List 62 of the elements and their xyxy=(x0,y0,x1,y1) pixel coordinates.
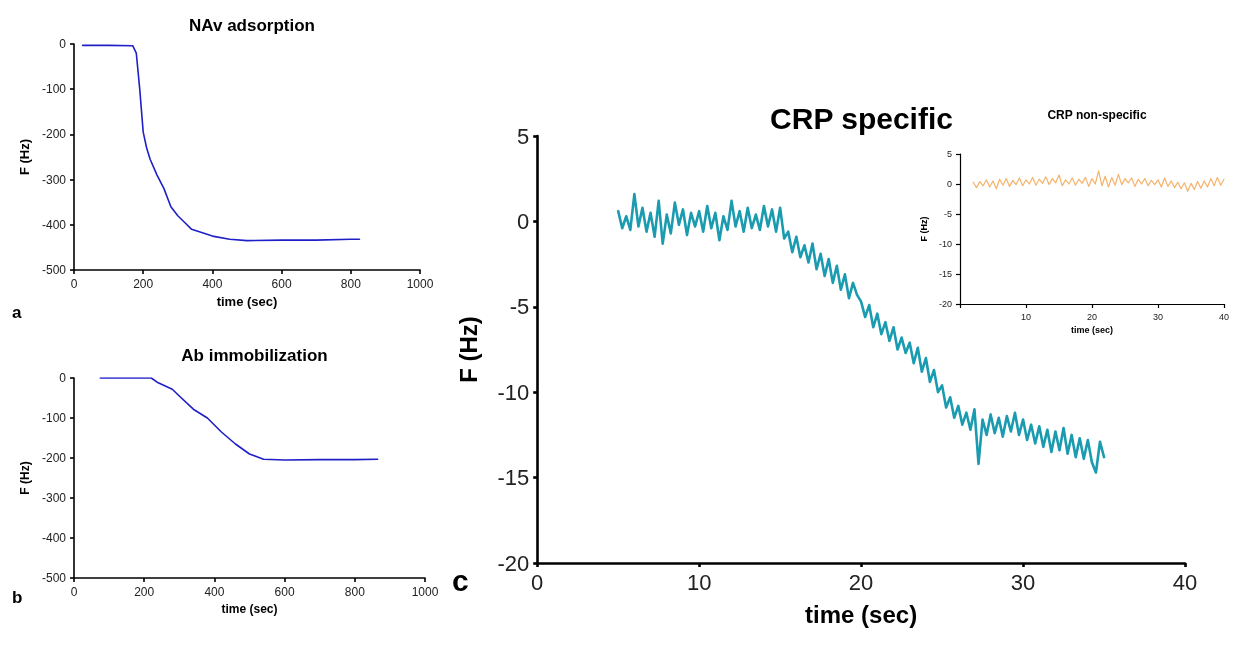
y-tick-label: -400 xyxy=(41,531,67,545)
y-tick-label: -500 xyxy=(41,263,67,277)
y-tick-label: -100 xyxy=(41,82,67,97)
y-tick-label: -15 xyxy=(938,269,952,279)
text: a xyxy=(12,303,22,322)
x-tick-label: 10 xyxy=(686,569,712,595)
y-tick-label: 0 xyxy=(946,179,952,189)
y-tick-label: -15 xyxy=(497,465,530,491)
text: b xyxy=(12,588,23,607)
y-tick-label: -300 xyxy=(41,172,67,187)
x-tick-label: 800 xyxy=(340,277,362,291)
y-tick-label: -200 xyxy=(41,127,67,142)
x-axis-title: time (sec) xyxy=(805,601,918,629)
x-tick-label: 30 xyxy=(1152,311,1164,322)
y-axis-title: F (Hz) xyxy=(918,216,929,242)
x-tick-label: 30 xyxy=(1010,569,1036,595)
x-tick-label: 0 xyxy=(70,585,78,599)
y-tick-label: -20 xyxy=(497,550,530,576)
y-tick-label: -500 xyxy=(41,571,67,585)
y-tick-label: -5 xyxy=(943,209,952,219)
y-tick-label: -5 xyxy=(509,294,530,320)
y-tick-label: -200 xyxy=(41,451,67,465)
chart-title: NAv adsorption xyxy=(189,16,315,35)
line-series xyxy=(972,170,1225,192)
chart-title: CRP non-specific xyxy=(1047,108,1147,122)
x-tick-label: 600 xyxy=(274,585,295,599)
x-tick-label: 400 xyxy=(202,277,223,291)
x-tick-label: 20 xyxy=(848,569,874,595)
y-tick-label: -300 xyxy=(41,491,67,505)
line-series xyxy=(81,44,361,242)
chart-title: Ab immobilization xyxy=(181,346,328,365)
chart-title: CRP specific xyxy=(770,101,953,135)
x-axis-title: time (sec) xyxy=(221,601,278,616)
text: c xyxy=(452,563,469,597)
y-tick-label: 0 xyxy=(59,37,67,51)
x-tick-label: 200 xyxy=(133,277,154,291)
y-axis-title: F (Hz) xyxy=(18,461,33,495)
y-axis-title: F (Hz) xyxy=(454,316,482,383)
x-tick-label: 10 xyxy=(1020,311,1032,322)
x-tick-label: 1000 xyxy=(406,277,434,291)
x-tick-label: 40 xyxy=(1218,311,1230,322)
y-tick-label: -10 xyxy=(938,239,952,249)
x-tick-label: 400 xyxy=(204,585,225,599)
x-tick-label: 200 xyxy=(134,585,155,599)
x-tick-label: 40 xyxy=(1172,569,1198,595)
y-tick-label: -10 xyxy=(497,379,530,405)
y-tick-label: 5 xyxy=(516,123,530,149)
x-tick-label: 0 xyxy=(70,277,78,291)
x-tick-label: 600 xyxy=(271,277,292,291)
y-tick-label: 0 xyxy=(59,371,67,385)
x-axis-title: time (sec) xyxy=(216,293,278,309)
x-axis-title: time (sec) xyxy=(1070,325,1114,336)
y-tick-label: -400 xyxy=(41,217,67,232)
y-tick-label: 5 xyxy=(946,149,952,159)
y-axis-title: F (Hz) xyxy=(17,138,33,176)
x-tick-label: 800 xyxy=(344,585,366,599)
line-series xyxy=(99,377,379,461)
y-tick-label: -100 xyxy=(41,411,67,425)
x-tick-label: 1000 xyxy=(411,585,439,599)
y-tick-label: 0 xyxy=(516,208,530,234)
y-tick-label: -20 xyxy=(938,299,952,309)
x-tick-label: 20 xyxy=(1086,311,1098,322)
